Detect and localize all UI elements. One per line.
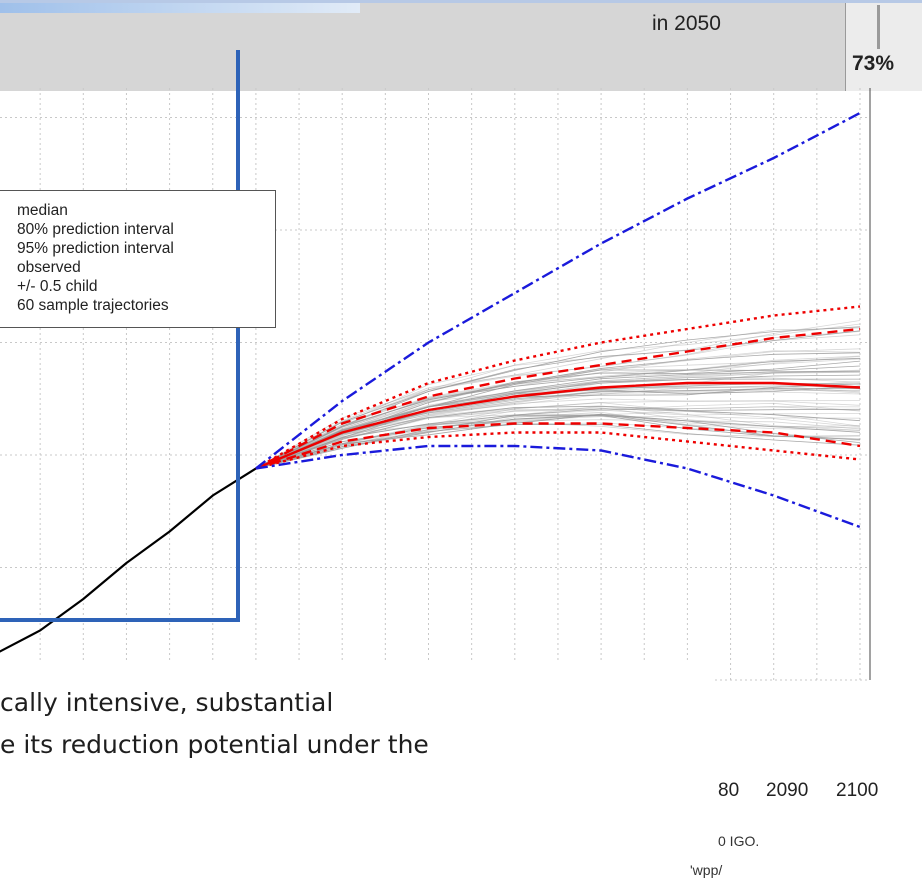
sample-trajectory [255, 334, 861, 469]
legend-sample-trajectories: 60 sample trajectories [17, 297, 169, 314]
sample-trajectory [255, 400, 861, 469]
sample-trajectory [255, 388, 860, 469]
header-year-label: in 2050 [652, 12, 721, 35]
caption-area [0, 660, 712, 894]
sample-trajectory [255, 414, 861, 469]
half-child-line [255, 444, 861, 529]
sample-trajectory [255, 413, 861, 469]
header-banner-strip [0, 3, 360, 13]
sample-trajectory [255, 358, 861, 469]
x-tick-label-3: 2100 [836, 780, 879, 801]
x-tick-label-1: 80 [718, 780, 740, 801]
observed-line [0, 467, 257, 653]
sample-trajectory [255, 331, 861, 469]
half-child-line [255, 111, 861, 470]
sample-trajectory [255, 385, 861, 469]
source-faint-text [0, 880, 700, 890]
sample-trajectory [255, 352, 861, 469]
header-right-cell [846, 3, 922, 91]
sample-trajectory [255, 355, 861, 469]
sample-trajectory [255, 419, 861, 469]
sample-trajectory [255, 406, 861, 469]
sample-trajectory [255, 398, 861, 469]
sample-trajectory [255, 414, 861, 469]
sample-trajectory [255, 408, 861, 469]
highlight-frame [0, 50, 240, 622]
caption-line-1: cally intensive, substantial [0, 688, 334, 717]
header-percent-value: 73% [852, 52, 895, 75]
sample-trajectory [255, 409, 861, 469]
median-line [255, 381, 861, 470]
source-line-1: 0 IGO. [718, 833, 760, 849]
sample-trajectory [255, 358, 861, 469]
chart-legend: median 80% prediction interval 95% predi… [0, 190, 276, 328]
sample-trajectory [255, 326, 861, 469]
sample-trajectory [255, 330, 861, 469]
pi80-line [255, 422, 861, 470]
legend-observed: observed [17, 259, 81, 276]
legend-half-child: +/- 0.5 child [17, 278, 98, 295]
header-divider [845, 3, 846, 91]
x-tick-label-2: 2090 [766, 780, 809, 801]
sample-trajectory [255, 356, 861, 469]
source-line-2: 'wpp/ [690, 862, 723, 878]
sample-trajectory [255, 413, 861, 469]
sample-trajectory [255, 371, 861, 469]
header-tick-mark [877, 5, 880, 49]
sample-trajectory [255, 381, 861, 469]
caption-line-2: e its reduction potential under the [0, 730, 429, 759]
sample-trajectory [255, 370, 861, 469]
legend-95-interval: 95% prediction interval [17, 240, 174, 257]
sample-trajectory [255, 405, 861, 469]
chart-lines [0, 111, 861, 653]
sample-trajectory [255, 370, 861, 469]
sample-trajectory [255, 376, 861, 469]
sample-trajectory [255, 357, 861, 469]
pi80-line [255, 327, 861, 470]
legend-median: median [17, 202, 68, 219]
header-band [0, 0, 922, 91]
legend-80-interval: 80% prediction interval [17, 221, 174, 238]
